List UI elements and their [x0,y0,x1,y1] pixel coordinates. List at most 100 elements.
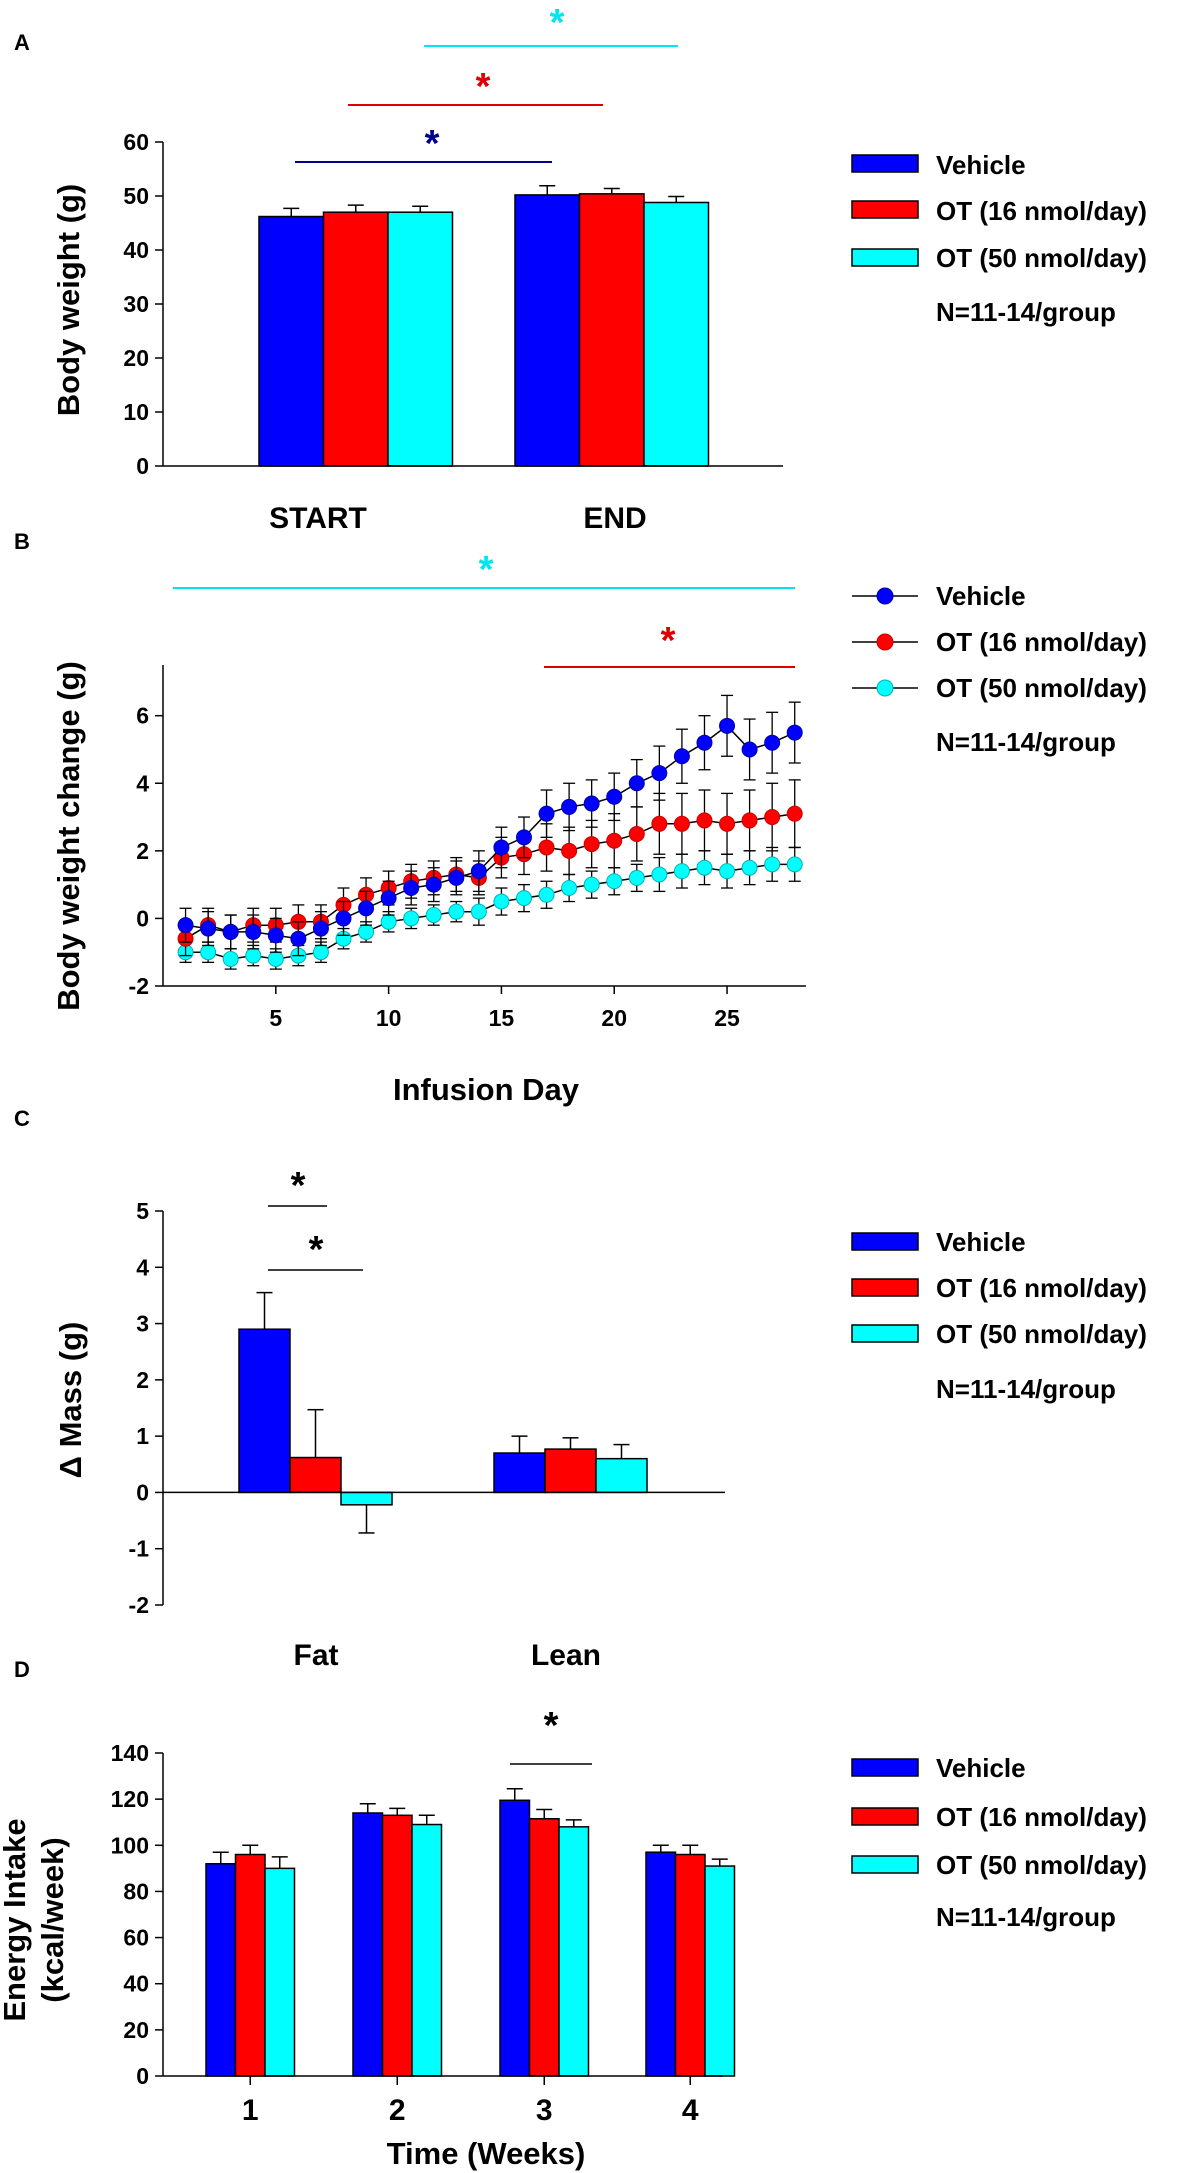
panel-b-x-tick-label: 15 [489,1005,515,1031]
panel-d-bar-ot16-4 [674,1853,706,2077]
panel-c-y-tick-label: 1 [136,1423,149,1449]
legend-label-ot50: OT (50 nmol/day) [936,1319,1147,1349]
panel-b-point-vehicle [267,927,284,944]
panel-b-point-ot50 [719,863,736,880]
panel-d-y-ticks: 0 20 40 60 80 100 120 140 [111,1740,163,2089]
panel-d-y-tick-label: 80 [123,1878,149,1904]
panel-d-y-tick-label: 40 [123,1971,149,1997]
panel-b-point-vehicle [741,741,758,758]
panel-b-point-vehicle [312,920,329,937]
panel-b-point-ot50 [200,944,217,961]
panel-b-point-vehicle [335,910,352,927]
panel-d-bar-vehicle-4 [645,1851,677,2077]
panel-b-point-ot16 [719,815,736,832]
panel-b-point-vehicle [628,775,645,792]
panel-b-x-axis-title: Infusion Day [393,1072,580,1107]
panel-a-category-start: START [269,502,367,535]
panel-b-point-vehicle [583,795,600,812]
legend-sample-size: N=11-14/group [936,1374,1116,1404]
panel-a-y-tick-label: 20 [123,345,149,371]
panel-c-y-tick-label: -1 [129,1536,150,1562]
panel-d-bar-ot16-3 [528,1818,560,2077]
panel-b-point-vehicle [606,788,623,805]
panel-b: B Body weight change (g) Infusion Day -2… [14,529,1147,1107]
panel-d-bar-ot50-3 [558,1826,590,2077]
panel-b-legend: Vehicle OT (16 nmol/day) OT (50 nmol/day… [852,581,1147,757]
panel-b-point-vehicle [719,717,736,734]
panel-b-point-ot50 [673,863,690,880]
panel-c-y-tick-label: 0 [136,1479,149,1505]
panel-c-bar-ot16-fat [289,1456,342,1494]
legend-label-vehicle: Vehicle [936,1227,1026,1257]
panel-b-point-ot50 [606,873,623,890]
panel-d-category-label: 3 [536,2094,553,2127]
panel-c-significance-star-2: * [309,1229,324,1271]
panel-b-point-ot50 [696,859,713,876]
panel-a: A Body weight (g) 0 10 20 30 40 50 60 START EN… [14,2,1147,535]
panel-b-point-vehicle [290,930,307,947]
panel-d-y-tick-label: 0 [136,2063,149,2089]
legend-swatch-ot16 [851,1278,919,1297]
panel-c: C Δ Mass (g) -2 -1 0 1 2 3 4 5 Fat Lean * * Veh… [14,1106,1147,1672]
panel-b-y-tick-label: 4 [136,770,149,796]
legend-swatch-ot50 [851,248,919,267]
panel-b-point-ot16 [651,815,668,832]
panel-b-point-ot16 [741,812,758,829]
legend-label-ot50: OT (50 nmol/day) [936,1850,1147,1880]
legend-label-ot50: OT (50 nmol/day) [936,673,1147,703]
panel-a-y-tick-label: 40 [123,237,149,263]
legend-label-vehicle: Vehicle [936,581,1026,611]
panel-d-legend: Vehicle OT (16 nmol/day) OT (50 nmol/day… [851,1753,1147,1932]
panel-b-point-ot50 [538,886,555,903]
panel-c-category-fat: Fat [294,1639,339,1672]
panel-c-y-tick-label: 5 [136,1198,149,1224]
panel-b-point-ot50 [448,903,465,920]
legend-marker-ot16 [876,633,894,651]
panel-b-point-ot50 [380,913,397,930]
panel-a-axes [162,142,783,467]
panel-b-point-vehicle [561,798,578,815]
panel-d-bar-ot50-4 [704,1865,736,2077]
legend-label-ot50: OT (50 nmol/day) [936,243,1147,273]
panel-b-point-vehicle [358,900,375,917]
panel-b-point-vehicle [245,923,262,940]
legend-item-ot16: OT (16 nmol/day) [851,1802,1147,1832]
panel-b-point-ot50 [493,893,510,910]
panel-c-y-tick-label: 4 [136,1254,149,1280]
legend-label-vehicle: Vehicle [936,1753,1026,1783]
legend-item-ot50: OT (50 nmol/day) [851,1319,1147,1349]
panel-b-point-ot16 [538,839,555,856]
panel-b-point-ot16 [628,825,645,842]
panel-a-significance-star-vehicle: * [425,123,440,165]
panel-d-bar-ot50-1 [264,1867,296,2077]
panel-b-point-ot16 [673,815,690,832]
panel-c-bar-ot50-lean [595,1457,648,1494]
panel-b-series-vehicle [177,694,803,957]
panel-a-y-tick-label: 10 [123,399,149,425]
panel-d-category-label: 2 [389,2094,406,2127]
panel-b-y-axis-title: Body weight change (g) [51,661,86,1011]
panel-c-bar-ot50-fat [340,1491,393,1506]
panel-d-y-tick-label: 120 [111,1786,149,1812]
panel-b-point-ot50 [245,947,262,964]
panel-b-point-ot16 [696,812,713,829]
panel-b-y-tick-label: 6 [136,703,149,729]
panel-a-y-tick-label: 50 [123,183,149,209]
legend-swatch-ot50 [851,1324,919,1343]
panel-d-bar-vehicle-3 [499,1799,531,2077]
legend-item-ot16: OT (16 nmol/day) [852,627,1147,657]
panel-b-point-vehicle [538,805,555,822]
panel-b-point-vehicle [696,734,713,751]
panel-b-point-ot50 [425,907,442,924]
panel-a-y-tick-label: 60 [123,129,149,155]
panel-b-point-vehicle [448,869,465,886]
panel-d-bars [205,1788,736,2077]
panel-d-y-axis-title-line-2: (kcal/week) [35,1837,70,2002]
panel-b-x-tick-label: 25 [714,1005,740,1031]
panel-c-y-axis-title: Δ Mass (g) [53,1322,88,1479]
panel-d-bar-vehicle-2 [352,1812,384,2077]
panel-b-point-vehicle [764,734,781,751]
legend-swatch-vehicle [851,1232,919,1251]
legend-item-ot16: OT (16 nmol/day) [851,196,1147,226]
panel-b-point-ot50 [764,856,781,873]
